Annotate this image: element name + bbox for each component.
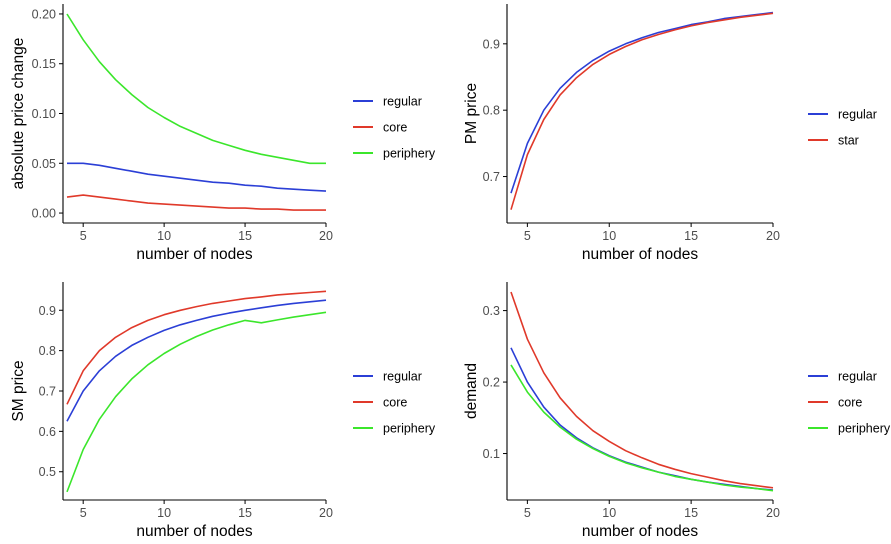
x-tick-label: 15 xyxy=(238,229,252,243)
legend: regular core periphery xyxy=(353,370,436,436)
x-tick-label: 5 xyxy=(80,506,87,520)
y-tick-label: 0.1 xyxy=(483,447,500,461)
x-tick-label: 5 xyxy=(524,506,531,520)
y-axis-title: absolute price change xyxy=(10,38,27,190)
series-line-periphery xyxy=(66,311,327,493)
chart-panel-1: 5 10 15 20 0.00 0.05 0.10 0.15 0.20 number of nod… xyxy=(10,4,436,263)
legend-label-core: core xyxy=(838,396,862,410)
y-axis-title: PM price xyxy=(463,83,480,144)
legend-label-periphery: periphery xyxy=(383,422,436,436)
x-axis-title: number of nodes xyxy=(582,523,699,540)
legend-label-periphery: periphery xyxy=(383,147,436,161)
x-tick-label: 15 xyxy=(684,229,698,243)
x-tick-label: 20 xyxy=(766,506,780,520)
y-tick-label: 0.10 xyxy=(32,107,56,121)
series-line-core xyxy=(66,194,326,211)
legend-label-core: core xyxy=(383,396,407,410)
y-tick-label: 0.15 xyxy=(32,57,56,71)
y-tick-label: 0.3 xyxy=(483,304,500,318)
chart-panel-4: 5 10 15 20 0.1 0.2 0.3 number of nodes demand reg… xyxy=(463,282,891,540)
legend-label-periphery: periphery xyxy=(838,422,891,436)
series-line-star xyxy=(510,12,774,210)
y-tick-label: 0.00 xyxy=(32,207,56,221)
y-tick-label: 0.05 xyxy=(32,157,56,171)
legend: regular core periphery xyxy=(808,370,891,436)
x-tick-label: 20 xyxy=(766,229,780,243)
x-tick-label: 10 xyxy=(602,229,616,243)
x-axis-title: number of nodes xyxy=(136,246,253,263)
series-line-periphery xyxy=(66,13,326,165)
x-tick-label: 10 xyxy=(602,506,616,520)
y-tick-label: 0.8 xyxy=(483,104,500,118)
y-tick-label: 0.9 xyxy=(39,304,56,318)
x-axis-title: number of nodes xyxy=(136,523,253,540)
series-line-core xyxy=(66,290,327,405)
y-tick-label: 0.6 xyxy=(39,425,56,439)
x-tick-label: 20 xyxy=(319,229,333,243)
legend: regular star xyxy=(808,108,877,148)
x-tick-label: 5 xyxy=(524,229,531,243)
legend-label-regular: regular xyxy=(838,108,877,122)
y-tick-label: 0.20 xyxy=(32,7,56,21)
series-line-periphery xyxy=(510,364,774,492)
legend: regular core periphery xyxy=(353,95,436,161)
y-tick-label: 0.7 xyxy=(483,170,500,184)
x-tick-label: 5 xyxy=(80,229,87,243)
x-tick-label: 15 xyxy=(684,506,698,520)
x-tick-label: 15 xyxy=(238,506,252,520)
y-tick-label: 0.7 xyxy=(39,385,56,399)
y-axis-title: SM price xyxy=(10,360,27,421)
chart-panel-3: 5 10 15 20 0.5 0.6 0.7 0.8 0.9 number of nodes SM … xyxy=(10,282,436,540)
legend-label-core: core xyxy=(383,121,407,135)
y-tick-label: 0.2 xyxy=(483,376,500,390)
legend-label-regular: regular xyxy=(838,370,877,384)
legend-label-star: star xyxy=(838,134,859,148)
y-tick-label: 0.9 xyxy=(483,37,500,51)
series-line-regular xyxy=(510,11,774,194)
chart-panel-2: 5 10 15 20 0.7 0.8 0.9 number of nodes PM price r… xyxy=(463,4,877,263)
y-tick-label: 0.5 xyxy=(39,465,56,479)
legend-label-regular: regular xyxy=(383,370,422,384)
legend-label-regular: regular xyxy=(383,95,422,109)
series-line-regular xyxy=(66,299,327,422)
x-tick-label: 10 xyxy=(157,506,171,520)
x-tick-label: 10 xyxy=(157,229,171,243)
y-tick-label: 0.8 xyxy=(39,344,56,358)
y-axis-title: demand xyxy=(463,363,480,419)
series-line-core xyxy=(510,291,774,489)
x-tick-label: 20 xyxy=(319,506,333,520)
series-line-regular xyxy=(67,162,327,192)
x-axis-title: number of nodes xyxy=(582,246,699,263)
